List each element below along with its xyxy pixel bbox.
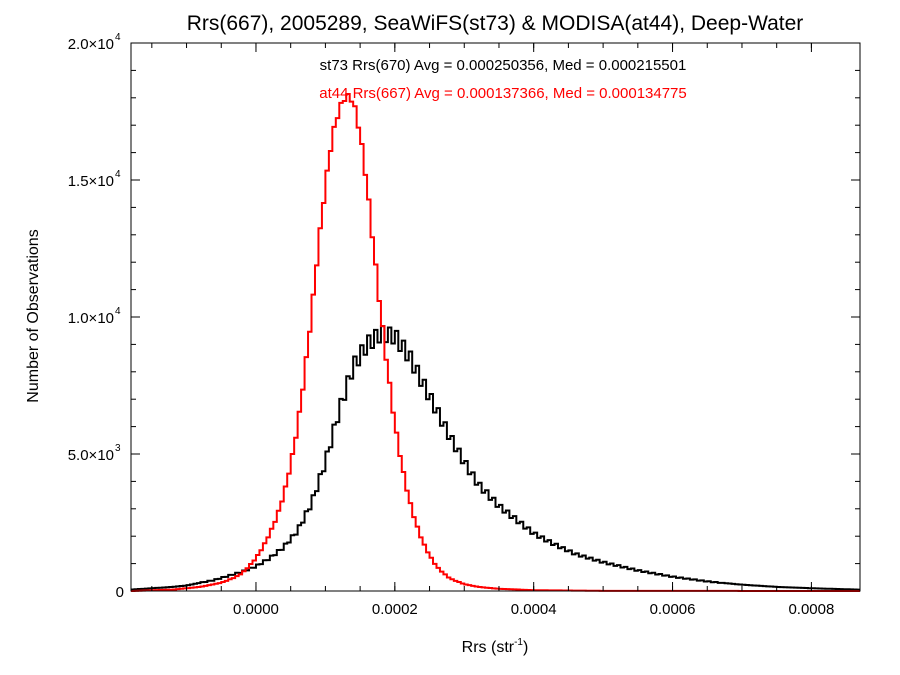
x-axis-label: Rrs (str-1) [462, 637, 529, 656]
y-tick-label: 1.0×10 [68, 310, 114, 327]
y-ticks: 05.0×10 31.0×10 41.5×10 42.0×10 4 [68, 32, 860, 601]
x-axis-label-base: Rrs (str [462, 639, 515, 656]
y-tick-label: 2.0×10 [68, 36, 114, 53]
x-tick-label: 0.0002 [372, 601, 418, 618]
y-tick-label: 5.0×10 [68, 447, 114, 464]
y-tick-label: 0 [116, 584, 124, 601]
x-axis-label-sup: -1 [514, 637, 523, 648]
plot-frame [130, 42, 861, 592]
chart-title: Rrs(667), 2005289, SeaWiFS(st73) & MODIS… [187, 12, 804, 35]
x-tick-label: 0.0006 [650, 601, 696, 618]
y-tick-exponent: 4 [115, 32, 121, 43]
y-tick-exponent: 4 [115, 169, 121, 180]
x-tick-label: 0.0008 [788, 601, 834, 618]
annotation-at44: at44 Rrs(667) Avg = 0.000137366, Med = 0… [319, 85, 687, 102]
y-tick-label: 1.5×10 [68, 173, 114, 190]
series-layer [131, 92, 860, 592]
annotation-st73: st73 Rrs(670) Avg = 0.000250356, Med = 0… [320, 57, 687, 74]
y-axis-label: Number of Observations [25, 229, 42, 402]
series-at44-histogram [131, 92, 860, 592]
x-ticks: 0.0000 0.0002 0.0004 0.0006 0.0008 [151, 43, 834, 618]
x-tick-label: 0.0004 [511, 601, 557, 618]
x-tick-label: 0.0000 [233, 601, 279, 618]
y-tick-exponent: 3 [115, 443, 121, 454]
series-st73-histogram [131, 325, 860, 591]
y-tick-exponent: 4 [115, 306, 121, 317]
x-axis-label-close: ) [523, 639, 528, 656]
